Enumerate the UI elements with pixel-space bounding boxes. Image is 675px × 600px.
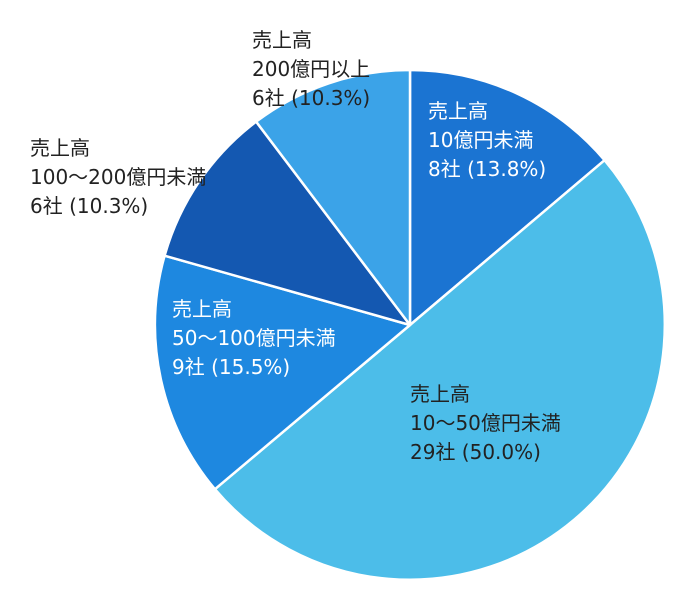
slice-label-line: 9社 (15.5%) bbox=[172, 355, 290, 379]
slice-labels: 売上高 10億円未満 8社 (13.8%) 売上高 10～50億円未満 29社 (50.0… bbox=[30, 28, 561, 464]
slice-label-line: 200億円以上 bbox=[252, 57, 370, 81]
slice-label-line: 10億円未満 bbox=[428, 128, 533, 152]
slice-label-line: 売上高 bbox=[252, 28, 312, 52]
slice-label-line: 6社 (10.3%) bbox=[252, 86, 370, 110]
pie-slices bbox=[153, 68, 666, 581]
slice-label-line: 売上高 bbox=[410, 382, 470, 406]
slice-label-line: 6社 (10.3%) bbox=[30, 194, 148, 218]
slice-label-line: 10～50億円未満 bbox=[410, 411, 561, 435]
slice-label-line: 8社 (13.8%) bbox=[428, 157, 546, 181]
pie-slice-1 bbox=[213, 158, 666, 581]
pie-slice-3 bbox=[163, 120, 412, 327]
slice-label-4: 売上高 200億円以上 6社 (10.3%) bbox=[252, 28, 370, 110]
slice-label-line: 売上高 bbox=[30, 136, 90, 160]
slice-label-line: 100～200億円未満 bbox=[30, 165, 206, 189]
slice-label-0: 売上高 10億円未満 8社 (13.8%) bbox=[428, 99, 546, 181]
slice-label-line: 29社 (50.0%) bbox=[410, 440, 541, 464]
slice-label-line: 50～100億円未満 bbox=[172, 326, 336, 350]
slice-label-1: 売上高 10～50億円未満 29社 (50.0%) bbox=[410, 382, 561, 464]
slice-label-line: 売上高 bbox=[172, 297, 232, 321]
slice-label-line: 売上高 bbox=[428, 99, 488, 123]
pie-slice-0 bbox=[408, 68, 606, 327]
pie-slice-4 bbox=[254, 68, 412, 327]
pie-slice-2 bbox=[153, 254, 412, 491]
slice-label-3: 売上高 100～200億円未満 6社 (10.3%) bbox=[30, 136, 206, 218]
slice-label-2: 売上高 50～100億円未満 9社 (15.5%) bbox=[172, 297, 336, 379]
